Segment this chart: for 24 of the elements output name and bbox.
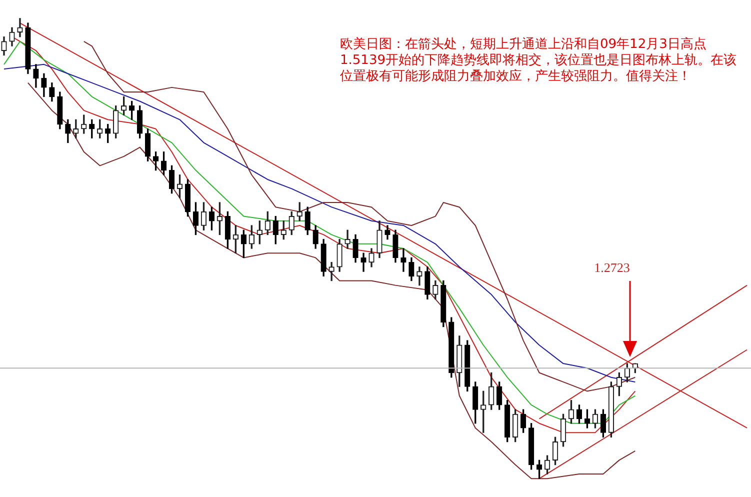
candlestick bbox=[416, 266, 422, 286]
candlestick bbox=[376, 220, 382, 258]
candlestick bbox=[344, 230, 350, 249]
candlestick bbox=[408, 257, 414, 282]
candlestick bbox=[336, 238, 342, 272]
candlestick bbox=[49, 82, 55, 102]
candlestick bbox=[25, 22, 31, 74]
candlestick bbox=[320, 238, 326, 276]
candlestick bbox=[33, 64, 39, 88]
candlestick bbox=[17, 18, 23, 38]
candlestick bbox=[368, 248, 374, 268]
candlestick bbox=[41, 73, 47, 97]
candlestick bbox=[328, 262, 334, 282]
candlestick bbox=[384, 225, 390, 240]
annotation: 1.2723 bbox=[594, 260, 630, 275]
candlestick bbox=[400, 248, 406, 272]
candlestick bbox=[432, 280, 438, 300]
candlestick bbox=[352, 234, 358, 263]
candlestick bbox=[9, 27, 15, 46]
text: 欧美日图：在箭头处，短期上升通道上沿和自09年12月3日高点1.5139开始的下降趋势线即将相交，该位置也是日图布林上轨。在该位置极有可能形成阻力叠加效应，产生较强阻力。值得关注！ bbox=[340, 37, 738, 85]
candlestick bbox=[392, 230, 398, 263]
candlestick bbox=[424, 266, 430, 300]
candlestick bbox=[360, 252, 366, 272]
candlestick bbox=[57, 92, 63, 130]
